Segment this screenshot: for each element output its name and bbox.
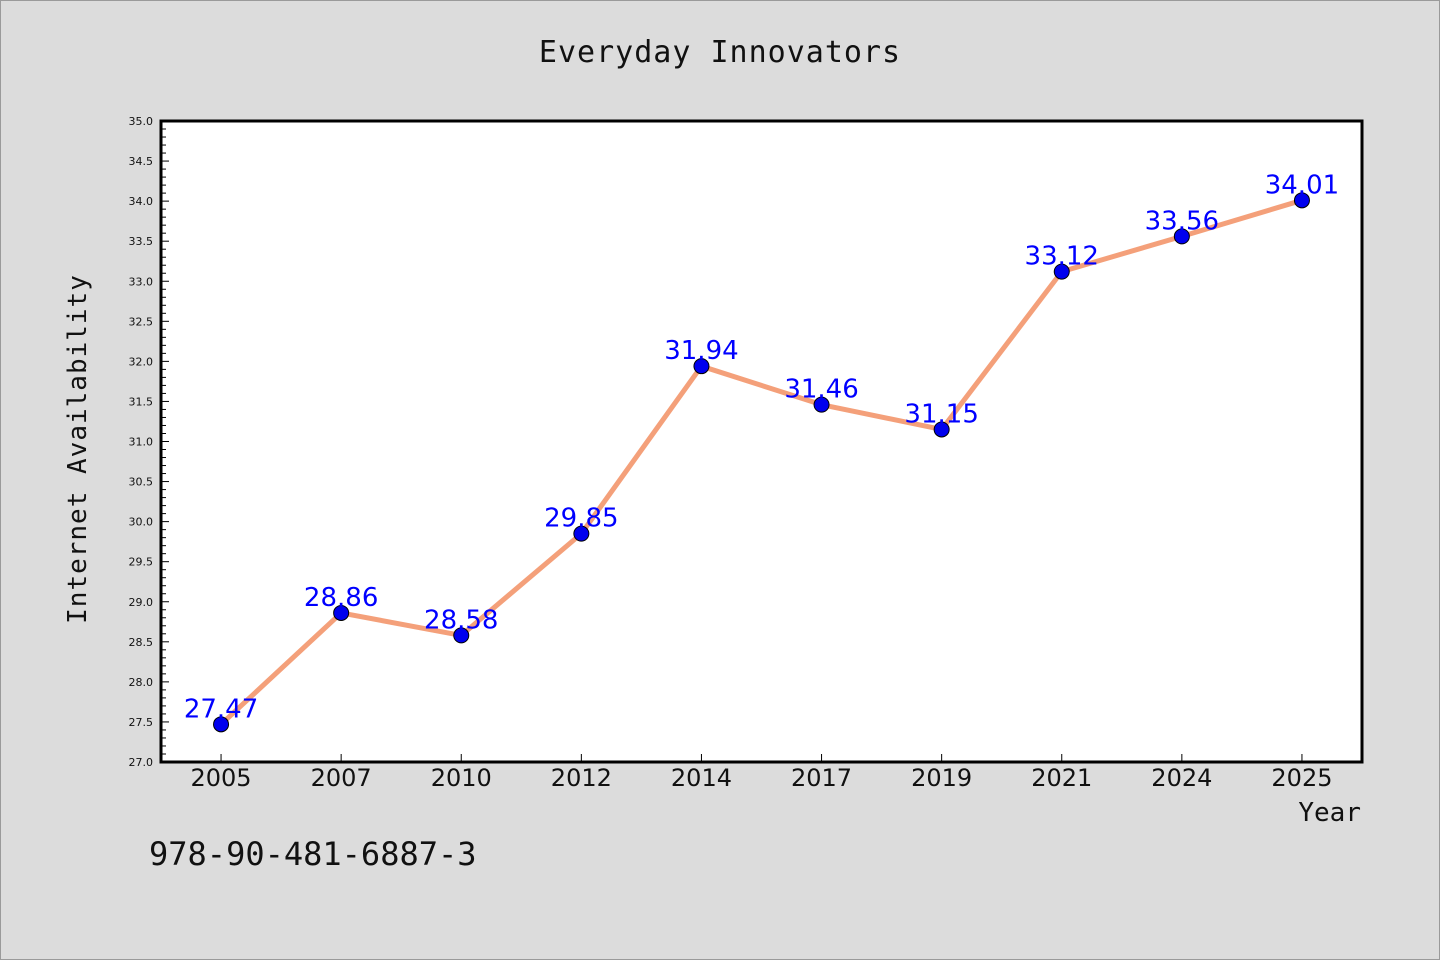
data-label: 31.94 (664, 336, 738, 366)
data-label: 28.58 (424, 605, 498, 635)
data-labels: 27.47 28.86 28.58 29.85 31.94 31.46 31.15 33.12… (184, 170, 1339, 724)
data-point (453, 627, 470, 644)
x-axis-label: Year (1298, 798, 1361, 828)
y-tick-label: 29.0 (129, 596, 154, 609)
x-tick-label: 2005 (191, 764, 252, 792)
data-point (813, 396, 830, 413)
data-label: 27.47 (184, 694, 258, 724)
x-axis: 2005 2007 2010 2012 2014 2017 2019 2021 2024 2025 (191, 754, 1332, 792)
data-label: 31.46 (784, 375, 858, 405)
data-label: 28.86 (304, 583, 378, 613)
x-tick-label: 2017 (791, 764, 852, 792)
data-point (333, 604, 350, 621)
y-axis: 27.0 27.5 28.0 28.5 29.0 29.5 30.0 30.5 31.0 31.5… (129, 115, 169, 769)
data-point (933, 421, 950, 438)
x-tick-label: 2014 (671, 764, 732, 792)
y-tick-label: 35.0 (129, 115, 154, 128)
y-tick-label: 30.0 (129, 516, 154, 529)
y-tick-label: 28.5 (129, 636, 154, 649)
data-label: 34.01 (1265, 170, 1339, 200)
x-tick-label: 2010 (431, 764, 492, 792)
x-tick-label: 2021 (1031, 764, 1092, 792)
plot-area (159, 119, 1364, 764)
y-tick-label: 27.0 (129, 756, 154, 769)
data-label: 31.15 (904, 399, 978, 429)
x-tick-label: 2012 (551, 764, 612, 792)
chart-title: Everyday Innovators (538, 35, 902, 70)
y-tick-label: 32.5 (129, 315, 154, 328)
series-markers (213, 192, 1310, 733)
isbn-caption: 978-90-481-6887-3 (149, 835, 477, 873)
y-tick-label: 28.0 (129, 676, 154, 689)
y-tick-label: 34.0 (129, 195, 154, 208)
y-tick-label: 33.0 (129, 275, 154, 288)
data-point (213, 716, 230, 733)
y-tick-label: 34.5 (129, 155, 154, 168)
data-point (573, 525, 590, 542)
data-point (1173, 228, 1190, 245)
y-tick-label: 33.5 (129, 235, 154, 248)
y-axis-label: Internet Availability (63, 274, 93, 624)
y-tick-label: 27.5 (129, 716, 154, 729)
y-tick-label: 32.0 (129, 355, 154, 368)
data-label: 29.85 (544, 504, 618, 534)
data-label: 33.12 (1025, 242, 1099, 272)
y-tick-label: 30.5 (129, 476, 154, 489)
series-line (219, 197, 1303, 727)
y-tick-label: 29.5 (129, 556, 154, 569)
x-tick-label: 2025 (1271, 764, 1332, 792)
data-label: 33.56 (1145, 206, 1219, 236)
data-point (1293, 192, 1310, 209)
y-tick-label: 31.5 (129, 395, 154, 408)
x-tick-label: 2024 (1151, 764, 1212, 792)
x-tick-label: 2007 (311, 764, 372, 792)
y-tick-label: 31.0 (129, 436, 154, 449)
data-point (693, 358, 710, 375)
data-point (1053, 263, 1070, 280)
x-tick-label: 2019 (911, 764, 972, 792)
